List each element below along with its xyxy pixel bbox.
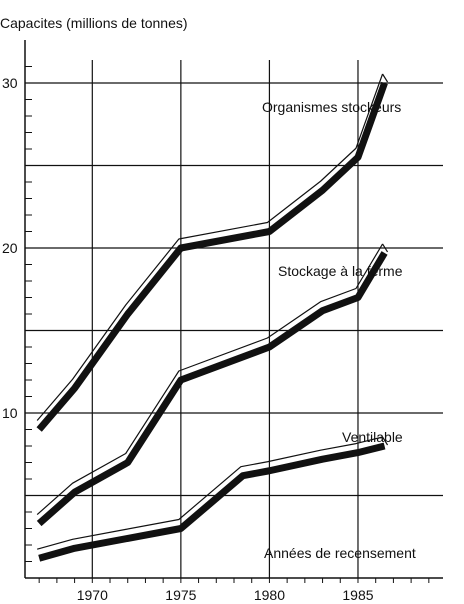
series-outline-1 <box>36 243 384 515</box>
series-outline-0 <box>36 73 384 421</box>
series-line-0 <box>36 81 388 432</box>
series-label-organismes-stockeurs: Organismes stockeurs <box>262 99 401 115</box>
series-line-1 <box>36 251 388 527</box>
grid <box>25 60 443 578</box>
series-label-ventilable: Ventilable <box>342 429 403 445</box>
series-line-2 <box>38 442 386 562</box>
series-end-1 <box>382 243 389 253</box>
series-end-0 <box>382 73 389 83</box>
x-tick-label: 1975 <box>165 587 196 603</box>
y-tick-label: 10 <box>2 405 18 421</box>
series-end-2 <box>382 436 389 446</box>
axes <box>24 40 443 583</box>
x-tick-label: 1980 <box>254 587 285 603</box>
series-lines <box>36 73 389 562</box>
y-axis-label: Capacites (millions de tonnes) <box>0 15 188 31</box>
series-outline-2 <box>37 436 383 550</box>
tick-labels: 10 20 30 1970 1975 1980 1985 <box>2 75 374 603</box>
y-tick-label: 20 <box>2 240 18 256</box>
x-tick-label: 1985 <box>342 587 373 603</box>
x-tick-label: 1970 <box>77 587 108 603</box>
y-tick-label: 30 <box>2 75 18 91</box>
x-axis-label: Années de recensement <box>264 545 416 561</box>
series-label-stockage-a-la-ferme: Stockage à la ferme <box>278 263 403 279</box>
